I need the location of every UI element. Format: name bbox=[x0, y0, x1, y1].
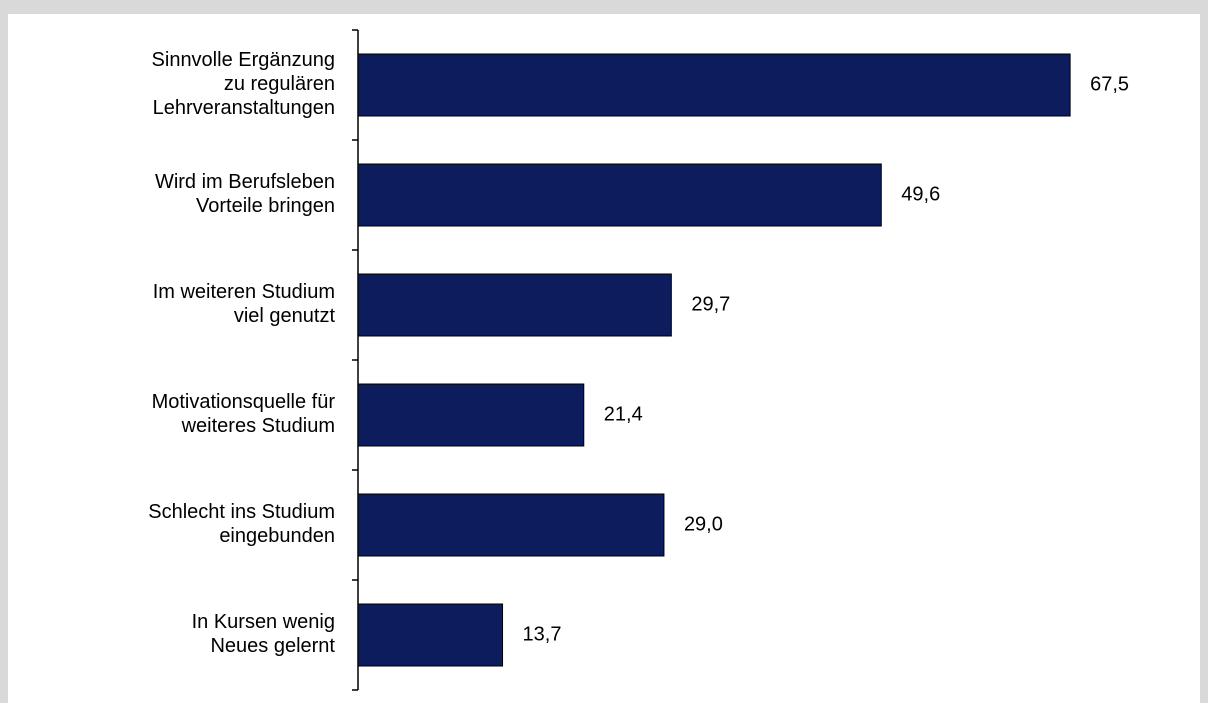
bar bbox=[357, 383, 585, 447]
category-label: Sinnvolle Ergänzung zu regulären Lehrveran… bbox=[152, 49, 335, 119]
value-label: 67,5 bbox=[1090, 73, 1129, 95]
bar bbox=[357, 53, 1071, 117]
category-label: Motivationsquelle für weiteres Studium bbox=[152, 391, 336, 437]
bar bbox=[357, 273, 672, 337]
value-label: 29,0 bbox=[684, 513, 723, 535]
bar bbox=[357, 493, 665, 557]
value-label: 13,7 bbox=[523, 623, 562, 645]
category-label: In Kursen wenig Neues gelernt bbox=[192, 611, 336, 657]
value-label: 21,4 bbox=[604, 403, 643, 425]
category-label: Im weiteren Studium viel genutzt bbox=[153, 281, 336, 327]
bar bbox=[357, 163, 882, 227]
value-label: 49,6 bbox=[901, 183, 940, 205]
category-label: Schlecht ins Studium eingebunden bbox=[148, 501, 335, 547]
category-label: Wird im Berufsleben Vorteile bringen bbox=[155, 171, 335, 217]
bar bbox=[357, 603, 504, 667]
chart-panel bbox=[8, 14, 1200, 703]
value-label: 29,7 bbox=[691, 293, 730, 315]
